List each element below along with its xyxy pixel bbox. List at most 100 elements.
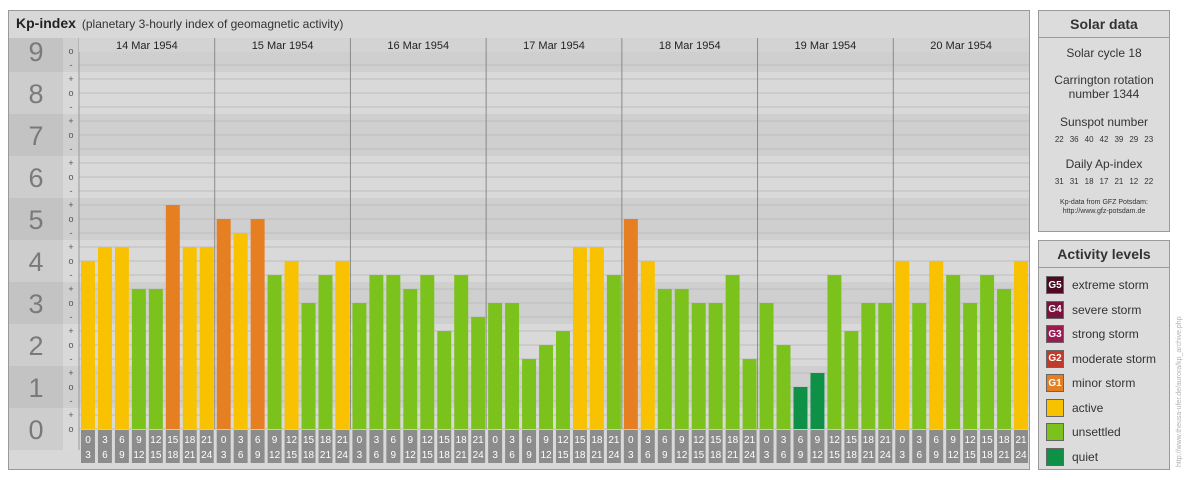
hour-tick-label: 15 [557, 450, 569, 461]
hour-tick-label: 24 [744, 450, 756, 461]
legend-item: G4 severe storm [1046, 300, 1141, 320]
hour-tick-box [114, 430, 129, 463]
ap-value: 31 [1054, 177, 1064, 186]
hour-tick-label: 12 [405, 450, 417, 461]
hour-tick-label: 21 [880, 435, 892, 446]
hour-tick-label: 12 [829, 435, 841, 446]
hour-tick-label: 18 [998, 435, 1010, 446]
minor-tick-label: - [70, 270, 73, 280]
hour-tick-label: 12 [286, 435, 298, 446]
hour-tick-label: 18 [184, 435, 196, 446]
hour-tick-label: 12 [269, 450, 281, 461]
hour-tick-label: 18 [863, 435, 875, 446]
chart-subtitle: (planetary 3-hourly index of geomagnetic… [81, 17, 344, 31]
hour-tick-label: 6 [391, 435, 397, 446]
minor-tick-label: + [68, 158, 73, 168]
hour-tick-label: 24 [1015, 450, 1027, 461]
legend-swatch: G2 [1046, 349, 1064, 368]
kp-bar [1014, 261, 1028, 429]
hour-tick-label: 15 [982, 435, 994, 446]
hour-tick-label: 21 [591, 450, 603, 461]
solar-cycle: Solar cycle 18 [1066, 46, 1142, 60]
sunspot-value: 39 [1114, 135, 1124, 144]
hour-tick-label: 15 [303, 435, 315, 446]
hour-tick-label: 9 [543, 435, 549, 446]
hour-tick-label: 15 [167, 435, 179, 446]
hour-tick-label: 18 [710, 450, 722, 461]
hour-tick-box [929, 430, 944, 463]
hour-tick-box [946, 430, 961, 463]
kp-chart-panel: o + - o + - o + - o + - o + - o + - o + - o + - o + - o 0 1 2 3 4 5 6 7 8 9 14… [8, 10, 1030, 470]
legend-label: severe storm [1072, 302, 1142, 317]
kp-bar [929, 261, 944, 429]
source-line-2: http://www.gfz-potsdam.de [1062, 208, 1146, 215]
hour-tick-label: 6 [916, 450, 922, 461]
kp-bar [810, 373, 825, 429]
minor-tick-label: - [70, 102, 73, 112]
legend-swatch: G5 [1046, 276, 1064, 294]
hour-tick-box [1014, 430, 1028, 463]
hour-tick-box [522, 430, 537, 463]
hour-tick-label: 3 [628, 450, 634, 461]
hour-tick-label: 18 [456, 435, 468, 446]
day-label: 15 Mar 1954 [252, 40, 314, 52]
ap-value: 31 [1069, 177, 1079, 186]
hour-tick-label: 9 [119, 450, 125, 461]
legend-swatch: G1 [1046, 374, 1064, 392]
hour-tick-box [759, 430, 774, 463]
hour-tick-label: 9 [272, 435, 278, 446]
hour-tick-label: 21 [456, 450, 468, 461]
minor-tick-label: + [68, 410, 73, 420]
kp-bar [708, 303, 723, 429]
hour-tick-box [420, 430, 435, 463]
kp-bar [742, 358, 757, 429]
minor-tick-label: + [68, 116, 73, 126]
hour-tick-label: 6 [645, 450, 651, 461]
hour-tick-label: 12 [948, 450, 960, 461]
kp-bar [165, 205, 180, 429]
hour-tick-box [606, 430, 621, 463]
minor-tick-label: o [68, 340, 73, 350]
hour-tick-label: 3 [102, 435, 108, 446]
sunspot-value: 23 [1144, 135, 1154, 144]
hour-tick-box [165, 430, 180, 463]
kp-bar [691, 303, 706, 429]
kp-bar [437, 331, 452, 429]
hour-tick-box [657, 430, 672, 463]
kp-bar [386, 274, 401, 429]
hour-tick-label: 3 [899, 450, 905, 461]
hour-tick-label: 21 [998, 450, 1010, 461]
hour-tick-box [827, 430, 842, 463]
hour-tick-box [97, 430, 112, 463]
kp-bar [572, 247, 587, 429]
hour-tick-box [335, 430, 350, 463]
kp-bar [589, 247, 604, 429]
y-label-band [9, 324, 63, 366]
kp-bar [606, 274, 621, 429]
hour-tick-box [454, 430, 469, 463]
kp-bar [352, 303, 367, 429]
hour-tick-label: 9 [933, 450, 939, 461]
day-label: 14 Mar 1954 [116, 40, 178, 52]
hour-tick-label: 3 [509, 435, 515, 446]
hour-tick-box [267, 430, 282, 463]
minor-tick-label: + [68, 284, 73, 294]
hour-tick-label: 3 [916, 435, 922, 446]
hour-tick-label: 12 [422, 435, 434, 446]
hour-tick-label: 21 [201, 435, 213, 446]
kp-bar [403, 289, 418, 429]
hour-tick-label: 24 [608, 450, 620, 461]
hour-tick-box [505, 430, 520, 463]
kp-bar [946, 274, 961, 429]
ap-values: 31 31 18 17 21 12 22 [1039, 177, 1169, 186]
hour-tick-label: 21 [863, 450, 875, 461]
kp-bar [488, 303, 503, 429]
kp-bar [674, 289, 689, 429]
legend-swatch [1046, 423, 1064, 441]
minor-tick-label: o [68, 172, 73, 182]
source-credit: http://www.theusa-ufer.de/aurora/kp_arch… [1176, 316, 1183, 467]
hour-tick-label: 0 [764, 435, 770, 446]
minor-tick-label: o [68, 382, 73, 392]
y-tick-label: 0 [28, 415, 43, 445]
